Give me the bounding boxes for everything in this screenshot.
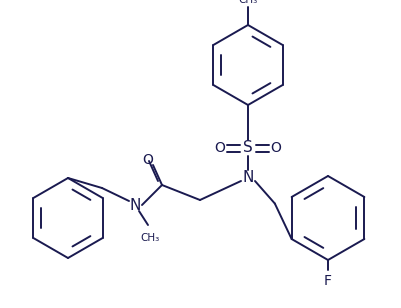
Text: CH₃: CH₃ xyxy=(238,0,257,5)
Text: O: O xyxy=(214,141,225,155)
Text: O: O xyxy=(142,153,153,167)
Text: S: S xyxy=(243,140,252,156)
Text: CH₃: CH₃ xyxy=(140,233,159,243)
Text: N: N xyxy=(129,197,140,213)
Text: O: O xyxy=(270,141,281,155)
Text: N: N xyxy=(242,171,253,185)
Text: F: F xyxy=(323,274,331,288)
